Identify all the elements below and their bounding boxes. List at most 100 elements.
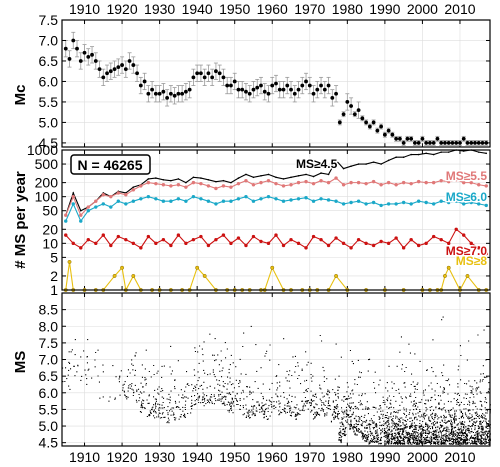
- series-point: [215, 180, 217, 183]
- mc-point: [454, 141, 459, 145]
- series-point: [139, 184, 143, 188]
- mc-point: [247, 91, 252, 96]
- series-point: [379, 203, 383, 208]
- series-point: [112, 274, 117, 278]
- series-point: [259, 197, 263, 201]
- series-point: [424, 200, 428, 205]
- series-point: [79, 246, 83, 250]
- series-point: [101, 233, 105, 237]
- series-point: [244, 243, 248, 248]
- mc-point: [78, 59, 83, 63]
- mc-point: [405, 136, 410, 141]
- ms-y-label: MS: [12, 351, 29, 374]
- series-point: [274, 197, 278, 201]
- series-point: [191, 180, 196, 185]
- series-point: [447, 151, 450, 153]
- mc-point: [262, 89, 267, 94]
- series-point: [379, 183, 383, 187]
- series-point: [440, 151, 442, 153]
- series-point: [371, 179, 376, 184]
- series-point: [94, 199, 98, 203]
- series-point: [206, 243, 211, 248]
- mc-point: [266, 91, 271, 96]
- series-point: [184, 199, 188, 203]
- series-point: [101, 193, 105, 197]
- series-point: [109, 243, 113, 248]
- mc-point: [146, 91, 151, 96]
- mc-point: [356, 108, 361, 113]
- series-point: [439, 199, 443, 203]
- series-point: [67, 259, 72, 264]
- series-point: [365, 163, 367, 165]
- series-point: [417, 153, 420, 156]
- series-point: [311, 199, 316, 203]
- mc-point: [225, 83, 230, 88]
- mc-point: [379, 124, 384, 129]
- series-point: [327, 173, 330, 176]
- y-tick-label: 1: [50, 282, 58, 298]
- series-point: [416, 179, 421, 184]
- series-point: [297, 174, 300, 177]
- series-point: [274, 233, 278, 237]
- series-point: [401, 180, 406, 185]
- y-tick-label: 5.0: [39, 114, 59, 130]
- series-point: [311, 234, 316, 239]
- series-point: [281, 243, 286, 248]
- series-point: [184, 185, 188, 189]
- mc-point: [191, 75, 196, 80]
- y-tick-label: 2: [50, 268, 58, 284]
- x-tick-label-top: 1980: [332, 1, 363, 17]
- series-point: [477, 246, 481, 250]
- series-point: [131, 274, 136, 278]
- x-tick-label-bottom: 1920: [106, 449, 137, 465]
- mc-point: [300, 83, 305, 88]
- series-point: [139, 246, 143, 250]
- series-point: [184, 241, 188, 246]
- series-point: [251, 183, 256, 187]
- series-point: [432, 153, 435, 156]
- series-point: [356, 237, 361, 242]
- series-point: [202, 274, 207, 278]
- mc-point: [270, 83, 275, 88]
- x-tick-label-bottom: 2010: [444, 449, 475, 465]
- series-point: [86, 205, 90, 209]
- series-point: [230, 181, 232, 184]
- y-tick-label: 6.5: [39, 368, 59, 384]
- series-point: [79, 213, 83, 217]
- mc-point: [382, 132, 387, 137]
- series-point: [124, 193, 128, 197]
- mc-point: [67, 57, 72, 61]
- series-point: [290, 176, 292, 179]
- series-point: [191, 237, 196, 242]
- series-point: [364, 202, 368, 206]
- series-point: [364, 241, 368, 246]
- series-point: [357, 163, 360, 165]
- series-point: [139, 197, 143, 201]
- series-point: [469, 241, 473, 246]
- series-label: MS≥7.0: [446, 244, 488, 258]
- series-point: [161, 183, 166, 187]
- series-point: [169, 199, 173, 203]
- x-tick-label-bottom: 1960: [257, 449, 288, 465]
- x-tick-label-top: 2010: [444, 1, 475, 17]
- series-point: [120, 265, 125, 270]
- series-point: [416, 199, 421, 203]
- mc-point: [232, 79, 237, 84]
- mc-point: [120, 63, 124, 67]
- y-tick-label: 1000: [27, 142, 58, 158]
- mc-point: [330, 95, 335, 100]
- mc-point: [375, 128, 380, 133]
- series-point: [222, 179, 225, 182]
- series-point: [169, 243, 173, 248]
- series-point: [402, 156, 405, 159]
- series-line: [65, 228, 487, 255]
- mc-point: [409, 136, 414, 141]
- series-point: [485, 152, 488, 155]
- mc-point: [86, 54, 91, 59]
- mc-point: [386, 128, 391, 133]
- series-point: [169, 184, 173, 188]
- series-point: [462, 150, 465, 152]
- count-annotation-box: [70, 154, 151, 175]
- x-tick-label-bottom: 1970: [294, 449, 325, 465]
- series-point: [251, 199, 256, 203]
